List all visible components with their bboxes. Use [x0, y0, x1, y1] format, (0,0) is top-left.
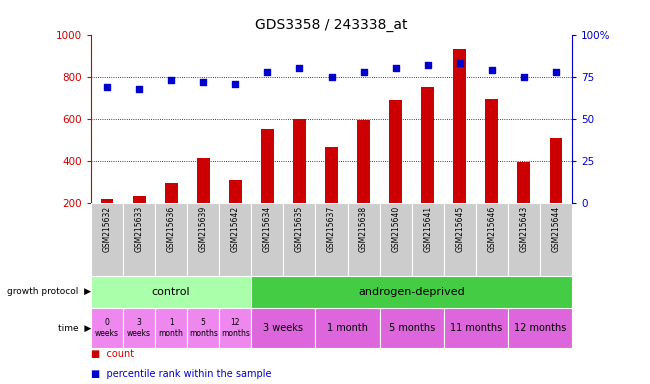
Bar	[229, 180, 242, 204]
Text: growth protocol  ▶: growth protocol ▶	[7, 287, 91, 296]
Bar	[325, 147, 338, 204]
Bar	[508, 204, 540, 276]
Bar	[421, 87, 434, 204]
Bar	[476, 204, 508, 276]
Text: control: control	[152, 287, 190, 297]
Text: GSM215636: GSM215636	[166, 205, 176, 252]
Bar	[293, 119, 306, 204]
Text: GSM215642: GSM215642	[231, 205, 240, 252]
Point	[454, 60, 465, 66]
Bar	[389, 100, 402, 204]
Bar	[252, 204, 283, 276]
Bar	[123, 308, 155, 348]
Point	[230, 80, 240, 86]
Point	[102, 84, 112, 90]
Text: GSM215640: GSM215640	[391, 205, 400, 252]
Text: GSM215645: GSM215645	[455, 205, 464, 252]
Bar	[219, 204, 252, 276]
Bar	[315, 308, 380, 348]
Point	[487, 67, 497, 73]
Text: GSM215639: GSM215639	[199, 205, 208, 252]
Text: 1
month: 1 month	[159, 318, 183, 338]
Text: ■  percentile rank within the sample: ■ percentile rank within the sample	[91, 369, 272, 379]
Text: GSM215632: GSM215632	[103, 205, 112, 252]
Point	[358, 69, 369, 75]
Text: GSM215641: GSM215641	[423, 205, 432, 252]
Text: 12
months: 12 months	[221, 318, 250, 338]
Text: 3 weeks: 3 weeks	[263, 323, 304, 333]
Text: 1 month: 1 month	[327, 323, 368, 333]
Bar	[133, 196, 146, 204]
Bar	[164, 183, 177, 204]
Bar	[91, 308, 123, 348]
Text: 5 months: 5 months	[389, 323, 435, 333]
Point	[391, 65, 401, 71]
Bar	[444, 308, 508, 348]
Text: time  ▶: time ▶	[58, 323, 91, 333]
Bar	[91, 276, 252, 308]
Title: GDS3358 / 243338_at: GDS3358 / 243338_at	[255, 18, 408, 32]
Bar	[453, 49, 466, 204]
Bar	[486, 99, 499, 204]
Bar	[315, 204, 348, 276]
Bar	[357, 120, 370, 204]
Point	[326, 74, 337, 80]
Text: GSM215635: GSM215635	[295, 205, 304, 252]
Point	[551, 69, 561, 75]
Text: ■  count: ■ count	[91, 349, 134, 359]
Text: GSM215637: GSM215637	[327, 205, 336, 252]
Bar	[540, 204, 572, 276]
Text: GSM215646: GSM215646	[488, 205, 497, 252]
Bar	[411, 204, 444, 276]
Bar	[348, 204, 380, 276]
Point	[262, 69, 272, 75]
Bar	[549, 138, 562, 204]
Bar	[219, 308, 252, 348]
Point	[294, 65, 305, 71]
Text: 5
months: 5 months	[188, 318, 218, 338]
Text: GSM215634: GSM215634	[263, 205, 272, 252]
Bar	[187, 204, 219, 276]
Bar	[101, 199, 114, 204]
Bar	[252, 276, 572, 308]
Bar	[261, 129, 274, 204]
Text: 12 months: 12 months	[514, 323, 566, 333]
Text: GSM215633: GSM215633	[135, 205, 144, 252]
Point	[519, 74, 529, 80]
Bar	[91, 204, 123, 276]
Bar	[155, 204, 187, 276]
Bar	[252, 308, 315, 348]
Bar	[517, 162, 530, 204]
Bar	[380, 204, 411, 276]
Text: GSM215644: GSM215644	[551, 205, 560, 252]
Bar	[380, 308, 444, 348]
Text: 0
weeks: 0 weeks	[95, 318, 119, 338]
Point	[422, 62, 433, 68]
Bar	[283, 204, 315, 276]
Text: 11 months: 11 months	[450, 323, 502, 333]
Bar	[123, 204, 155, 276]
Text: 3
weeks: 3 weeks	[127, 318, 151, 338]
Point	[198, 79, 209, 85]
Bar	[197, 158, 210, 204]
Point	[166, 77, 176, 83]
Bar	[444, 204, 476, 276]
Point	[134, 86, 144, 92]
Text: GSM215638: GSM215638	[359, 205, 368, 252]
Text: androgen-deprived: androgen-deprived	[358, 287, 465, 297]
Bar	[508, 308, 572, 348]
Text: GSM215643: GSM215643	[519, 205, 528, 252]
Bar	[155, 308, 187, 348]
Bar	[187, 308, 219, 348]
